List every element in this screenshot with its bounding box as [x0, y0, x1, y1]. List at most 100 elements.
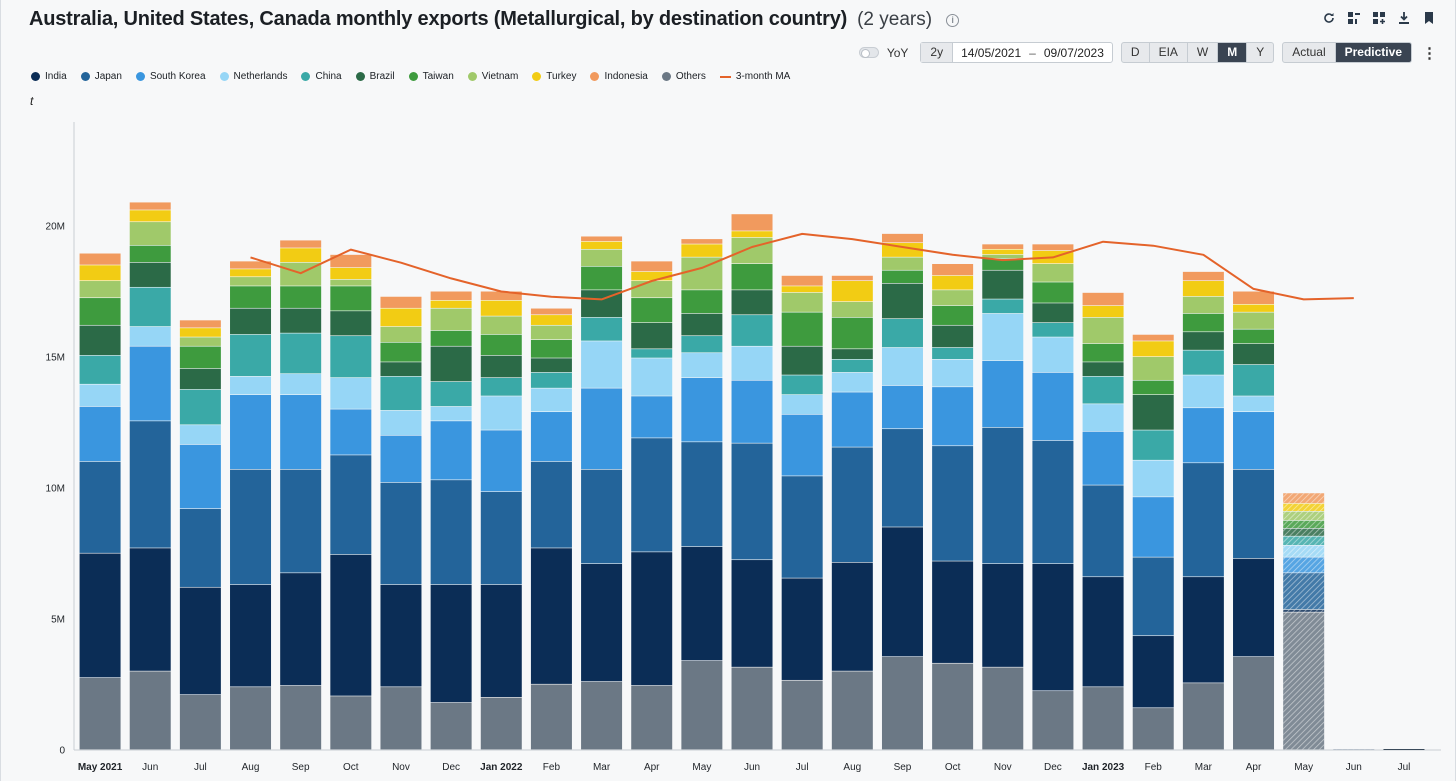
bar-segment: [179, 444, 221, 509]
x-tick-label: Nov: [392, 762, 410, 773]
yoy-toggle[interactable]: [858, 47, 879, 58]
legend-item-indonesia[interactable]: Indonesia: [590, 71, 648, 82]
bar-segment: [330, 455, 372, 555]
bar-segment: [280, 469, 322, 573]
legend-item-taiwan[interactable]: Taiwan: [408, 71, 454, 82]
bar-segment: [781, 346, 823, 375]
legend-swatch: [408, 72, 418, 81]
bar-segment: [932, 325, 974, 348]
bar-segment: [581, 563, 623, 682]
bar-segment: [380, 376, 422, 411]
bar-segment: [831, 317, 873, 349]
bar-segment: [1032, 244, 1074, 251]
bar-segment: [982, 427, 1024, 564]
bar-segment: [881, 233, 923, 243]
legend-swatch: [590, 72, 600, 81]
bar-segment: [781, 375, 823, 395]
download-icon[interactable]: [1397, 11, 1410, 25]
legend-swatch: [355, 72, 365, 81]
bar-segment: [480, 355, 522, 378]
bar-segment: [681, 377, 723, 442]
more-options-icon[interactable]: ⋮: [1422, 44, 1437, 62]
x-tick-label: Sep: [292, 762, 310, 773]
bar-segment: [1082, 431, 1124, 485]
bar-segment: [430, 584, 472, 703]
x-tick-label: Aug: [843, 762, 861, 773]
bar-segment: [781, 578, 823, 680]
x-tick-label: Apr: [644, 762, 660, 773]
legend-item-netherlands[interactable]: Netherlands: [219, 71, 287, 82]
bar-segment: [932, 387, 974, 446]
bar-segment: [932, 359, 974, 387]
bar-segment: [530, 412, 572, 462]
bar-segment: [129, 245, 171, 263]
bar-segment: [1132, 708, 1174, 750]
layout-icon[interactable]: [1372, 11, 1385, 25]
bar-segment: [330, 267, 372, 280]
bar-segment: [881, 347, 923, 386]
x-tick-label: Jan 2022: [480, 762, 523, 773]
legend-item-vietnam[interactable]: Vietnam: [467, 71, 518, 82]
legend-item-south-korea[interactable]: South Korea: [135, 71, 206, 82]
bar-segment: [932, 446, 974, 561]
bar-segment-hatch: [1283, 557, 1325, 573]
bar-segment: [982, 299, 1024, 314]
legend-item-3-month-ma[interactable]: 3-month MA: [719, 71, 790, 82]
bar-segment: [230, 277, 272, 286]
legend-swatch: [31, 72, 40, 81]
bar-segment: [932, 305, 974, 325]
legend-item-china[interactable]: China: [301, 71, 342, 82]
y-tick-label: 5M: [51, 615, 65, 626]
bar-segment: [781, 275, 823, 286]
y-axis-unit: t: [30, 94, 34, 108]
refresh-icon[interactable]: [1322, 11, 1335, 25]
bar-segment: [581, 241, 623, 249]
legend-item-others[interactable]: Others: [661, 71, 706, 82]
legend-item-india[interactable]: India: [31, 71, 67, 82]
bar-segment: [230, 584, 272, 687]
bar-segment: [831, 671, 873, 750]
bar-segment: [280, 685, 322, 750]
bar-segment: [831, 301, 873, 318]
bar-segment: [781, 286, 823, 293]
legend-swatch: [467, 72, 477, 81]
chart-legend: India Japan South Korea Netherlands China Bra…: [31, 71, 790, 82]
bookmark-icon[interactable]: [1422, 11, 1435, 25]
legend-item-brazil[interactable]: Brazil: [355, 71, 395, 82]
frequency-m-button[interactable]: M: [1218, 43, 1248, 62]
y-tick-label: 20M: [46, 222, 65, 233]
bar-segment: [330, 377, 372, 409]
legend-item-japan[interactable]: Japan: [80, 71, 122, 82]
bar-segment: [681, 353, 723, 378]
yoy-label: YoY: [886, 45, 909, 60]
legend-label: Turkey: [546, 71, 577, 82]
bar-segment: [380, 435, 422, 483]
bar-segment: [530, 372, 572, 388]
frequency-eia-button[interactable]: EIA: [1150, 43, 1188, 62]
info-icon[interactable]: i: [946, 14, 960, 27]
actual-button[interactable]: Actual: [1283, 43, 1336, 62]
frequency-d-button[interactable]: D: [1122, 43, 1150, 62]
bar-segment: [430, 406, 472, 421]
bar-segment: [781, 312, 823, 346]
bar-segment: [179, 694, 221, 750]
range-preset-button[interactable]: 2y: [921, 43, 954, 62]
date-range-picker[interactable]: 2y 14/05/2021 – 09/07/2023: [920, 42, 1113, 63]
frequency-y-button[interactable]: Y: [1256, 45, 1265, 59]
bar-segment: [982, 244, 1024, 249]
settings-grid-icon[interactable]: [1347, 11, 1360, 25]
bar-segment: [781, 292, 823, 312]
bar-segment: [982, 258, 1024, 270]
bar-segment: [681, 239, 723, 244]
date-end-field[interactable]: 09/07/2023: [1043, 45, 1104, 60]
bar-segment: [581, 236, 623, 242]
frequency-w-button[interactable]: W: [1188, 43, 1219, 62]
bar-segment: [79, 355, 121, 384]
x-tick-label: Feb: [543, 762, 561, 773]
legend-item-turkey[interactable]: Turkey: [532, 71, 576, 82]
date-start-field[interactable]: 14/05/2021: [961, 45, 1022, 60]
predictive-button[interactable]: Predictive: [1335, 43, 1411, 62]
bar-segment: [1233, 364, 1275, 396]
bar-segment: [480, 430, 522, 492]
bar-segment: [1082, 343, 1124, 362]
